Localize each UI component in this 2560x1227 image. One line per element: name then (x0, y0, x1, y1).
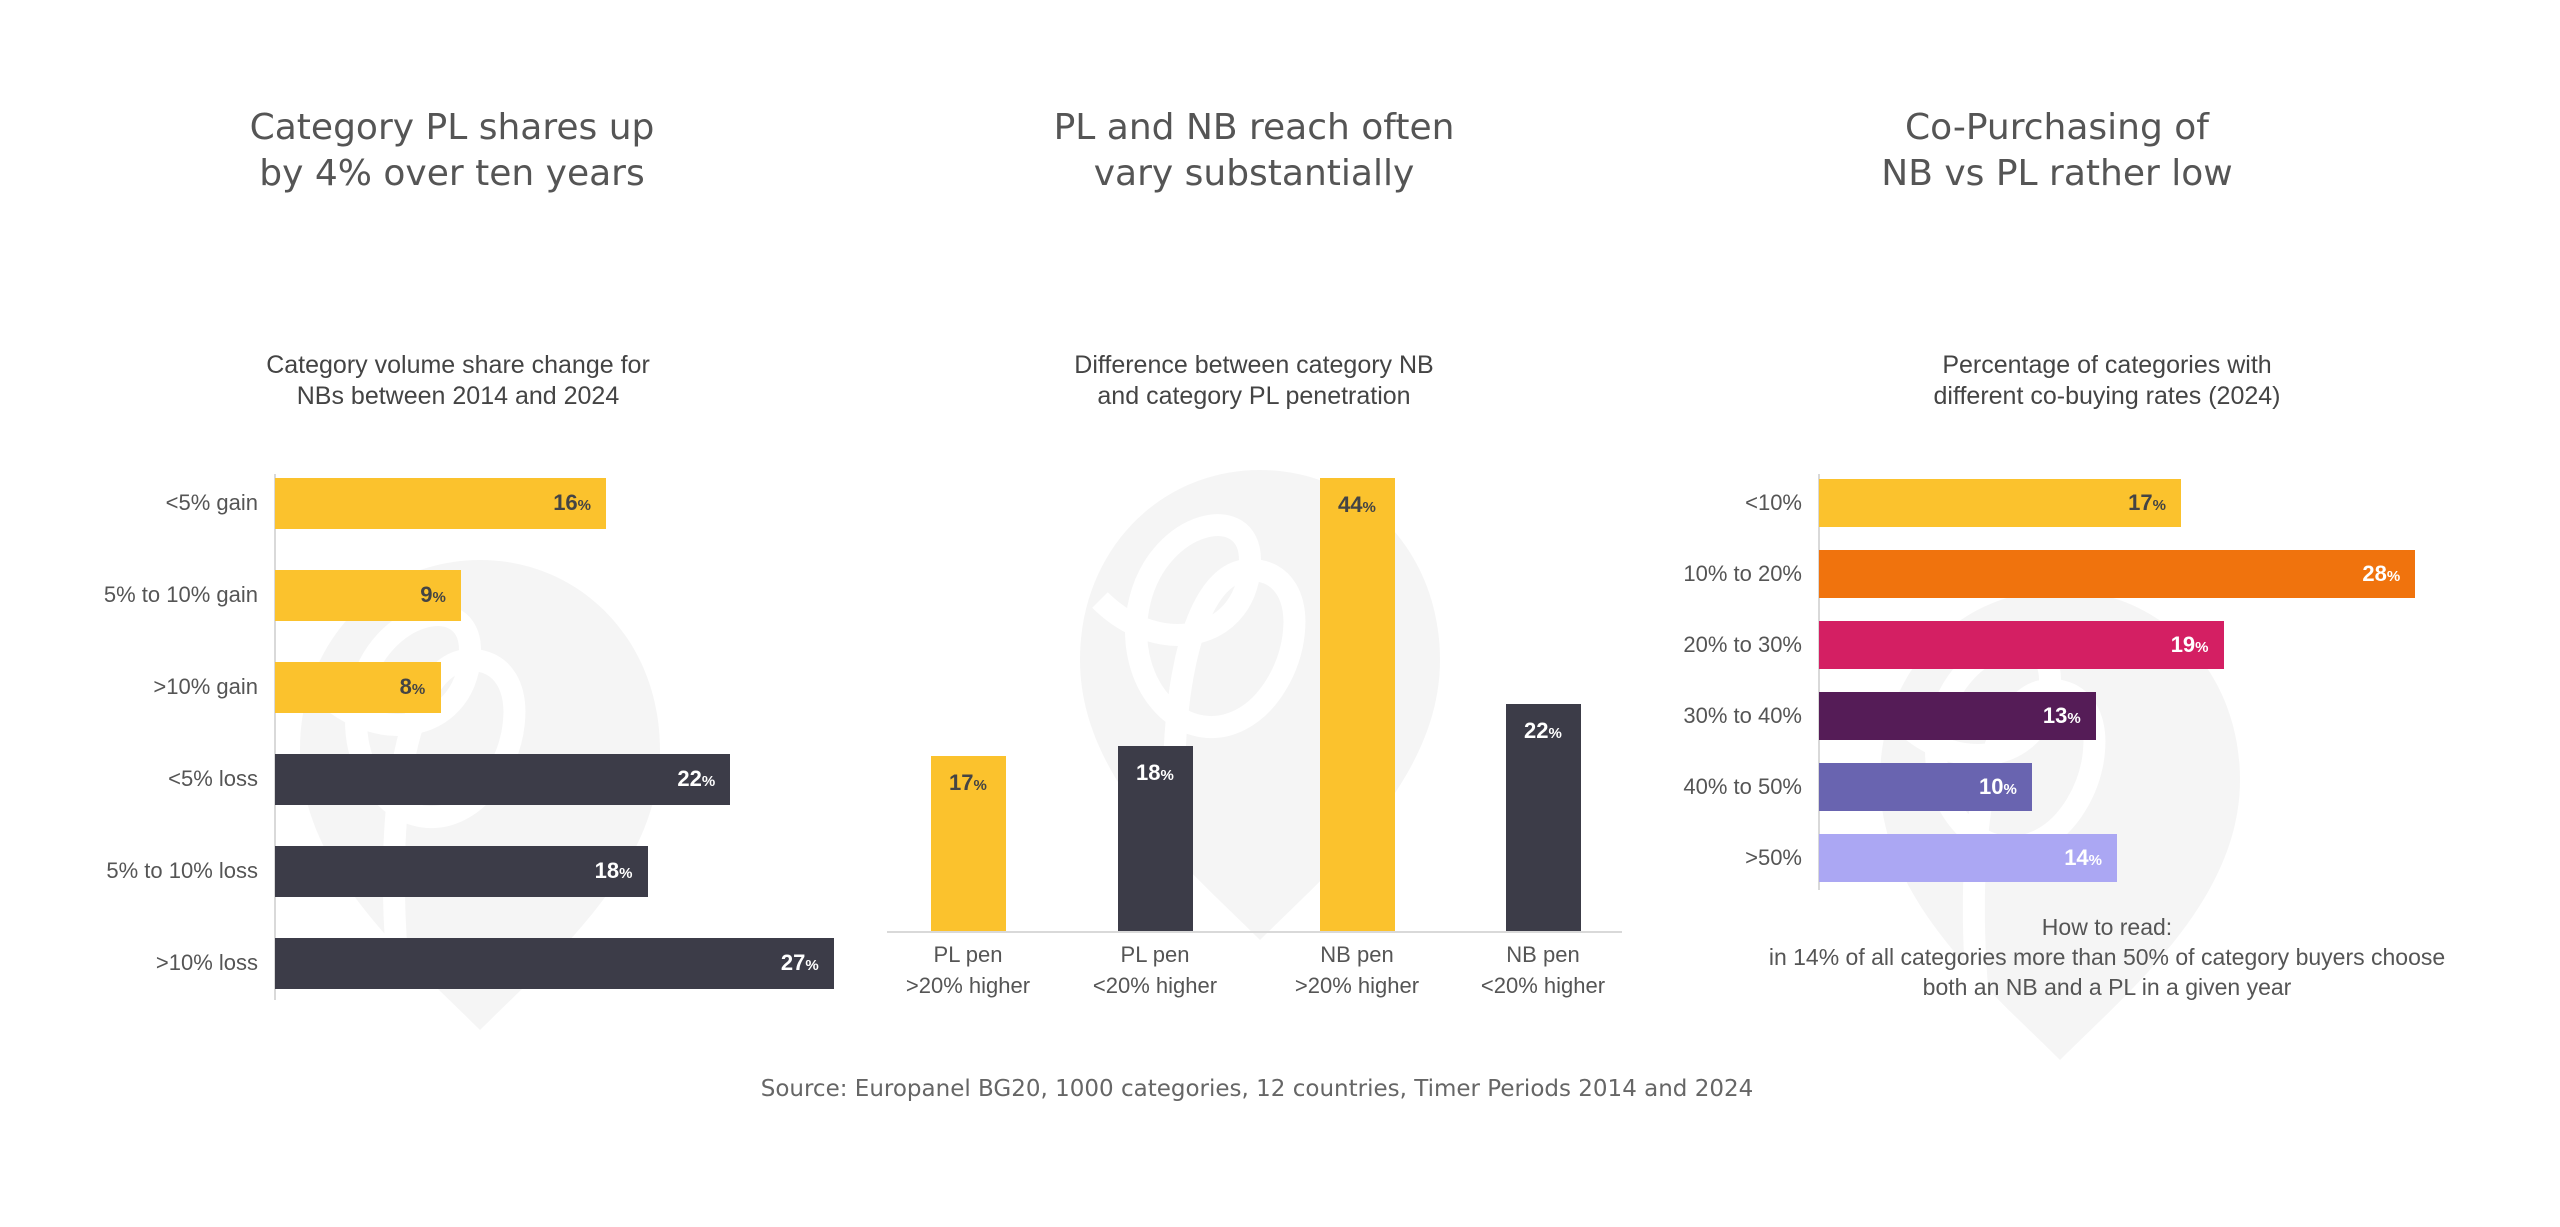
source-note: Source: Europanel BG20, 1000 categories,… (760, 1076, 1754, 1102)
chart-1-title: Category volume share change for NBs betw… (108, 350, 808, 412)
percent-suffix: % (432, 589, 446, 606)
title-line: Percentage of categories with (1942, 351, 2272, 379)
bar (1819, 692, 2096, 740)
percent-suffix: % (805, 957, 819, 974)
category-label-line: PL pen (1120, 942, 1190, 967)
category-label: 5% to 10% loss (106, 858, 258, 883)
bar (1819, 550, 2416, 598)
category-label: PL pen >20% higher (868, 939, 1068, 1001)
value-label: 9% (420, 582, 446, 607)
percent-suffix: % (973, 776, 987, 794)
category-label: 40% to 50% (1683, 774, 1802, 799)
percent-suffix: % (1362, 498, 1376, 516)
headline-3: Co-Purchasing of NB vs PL rather low (1707, 105, 2407, 197)
percent-suffix: % (2386, 568, 2401, 585)
title-line: Category volume share change for (266, 351, 650, 379)
headline-line: Category PL shares up (249, 107, 655, 148)
bar (1319, 477, 1395, 931)
bar (1819, 763, 2032, 811)
category-label: PL pen <20% higher (1055, 939, 1255, 1001)
value-label: 18% (1136, 759, 1174, 785)
percent-suffix: % (411, 681, 426, 698)
headline-line: by 4% over ten years (259, 153, 645, 194)
percent-suffix: % (2067, 710, 2081, 727)
headline-line: NB vs PL rather low (1881, 153, 2233, 194)
title-line: Difference between category NB (1074, 351, 1434, 379)
category-label: 10% to 20% (1683, 561, 1802, 586)
bar (275, 753, 731, 805)
category-label-line: NB pen (1506, 942, 1580, 967)
category-label: <5% gain (165, 490, 258, 515)
bar (930, 755, 1006, 931)
value-label: 17% (2128, 490, 2166, 515)
axis-line (887, 931, 1622, 933)
category-label: >10% loss (155, 950, 258, 975)
category-label-line: >20% higher (1294, 973, 1420, 998)
headline-line: vary substantially (1093, 153, 1415, 194)
bar (1505, 704, 1581, 931)
title-line: NBs between 2014 and 2024 (296, 382, 620, 410)
bar (275, 845, 648, 897)
value-label: 19% (2170, 632, 2209, 657)
bar (275, 569, 462, 621)
category-label: 5% to 10% gain (103, 582, 258, 607)
value-label: 27% (780, 950, 819, 975)
category-label-line: <20% higher (1092, 973, 1218, 998)
headline-2: PL and NB reach often vary substantially (904, 105, 1604, 197)
category-label-line: PL pen (933, 942, 1003, 967)
percent-suffix: % (619, 865, 633, 882)
category-label-line: <20% higher (1480, 973, 1606, 998)
how-to-read-note: How to read: in 14% of all categories mo… (1657, 912, 2557, 1002)
value-label: 14% (2064, 845, 2103, 870)
how-to-read-title: How to read: (2041, 914, 2173, 940)
bar (275, 937, 834, 989)
category-label: >10% gain (153, 674, 258, 699)
bar (1117, 745, 1193, 931)
percent-suffix: % (701, 773, 716, 790)
how-to-read-line: in 14% of all categories more than 50% o… (1768, 944, 2446, 970)
value-label: 28% (2362, 561, 2401, 586)
category-label: NB pen >20% higher (1257, 939, 1457, 1001)
value-label: 22% (677, 766, 716, 791)
category-label: <5% loss (168, 766, 258, 791)
percent-suffix: % (1160, 766, 1174, 784)
category-label-line: >20% higher (905, 973, 1031, 998)
value-label: 44% (1338, 491, 1376, 517)
value-label: 17% (949, 769, 987, 795)
headline-line: PL and NB reach often (1053, 107, 1455, 148)
bar (275, 661, 441, 713)
percent-suffix: % (2088, 852, 2103, 869)
percent-suffix: % (2003, 781, 2017, 798)
category-label-line: NB pen (1320, 942, 1394, 967)
category-label: 30% to 40% (1683, 703, 1802, 728)
value-label: 18% (594, 858, 633, 883)
value-label: 8% (399, 674, 426, 699)
axis-line (1818, 474, 1820, 890)
headline-line: Co-Purchasing of (1905, 107, 2209, 148)
axis-line (274, 474, 276, 1000)
percent-suffix: % (577, 497, 592, 514)
title-line: different co-buying rates (2024) (1933, 382, 2281, 410)
percent-suffix: % (1548, 725, 1562, 743)
bar (275, 477, 607, 529)
value-label: 16% (553, 490, 592, 515)
value-label: 22% (1524, 718, 1562, 744)
chart-2-title: Difference between category NB and catego… (904, 350, 1604, 412)
headline-1: Category PL shares up by 4% over ten year… (102, 105, 802, 197)
how-to-read-line: both an NB and a PL in a given year (1922, 974, 2292, 1000)
bar (1819, 479, 2182, 527)
title-line: and category PL penetration (1097, 382, 1411, 410)
category-label: 20% to 30% (1683, 632, 1802, 657)
percent-suffix: % (2152, 497, 2166, 514)
bar (1819, 834, 2118, 882)
value-label: 13% (2042, 703, 2081, 728)
chart-3-title: Percentage of categories with different c… (1757, 350, 2457, 412)
category-label: NB pen <20% higher (1443, 939, 1643, 1001)
percent-suffix: % (2195, 639, 2209, 656)
category-label: >50% (1745, 845, 1802, 870)
category-label: <10% (1745, 490, 1802, 515)
bar (1819, 621, 2224, 669)
value-label: 10% (1979, 774, 2017, 799)
